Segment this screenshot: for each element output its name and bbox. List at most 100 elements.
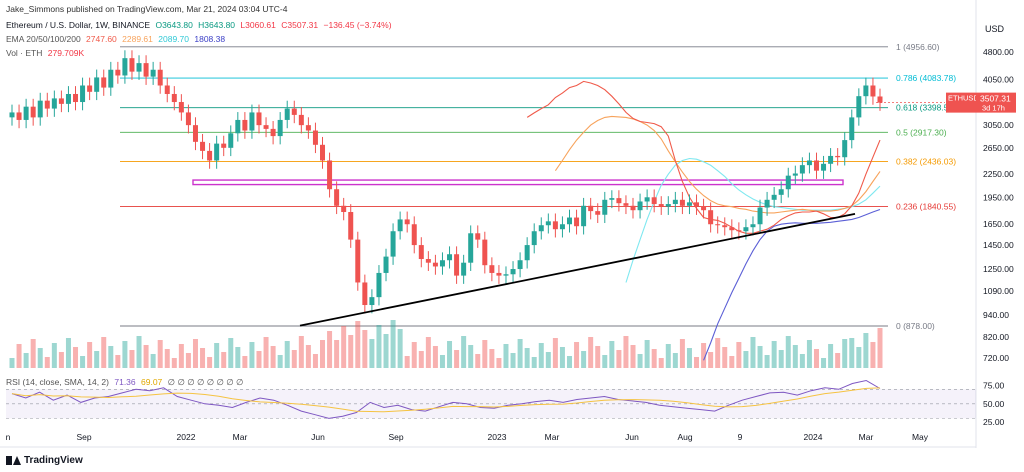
candle-body [609, 198, 615, 200]
volume-bar [397, 329, 403, 368]
last-price-tag-bg [946, 92, 976, 113]
candle-body [305, 125, 311, 131]
volume-legend[interactable]: Vol · ETH 279.709K [6, 48, 87, 58]
rsi-sma-value: 69.07 [141, 377, 163, 387]
currency-label[interactable]: USD [985, 24, 1005, 34]
volume-bar [129, 350, 135, 368]
volume-bar [136, 336, 142, 368]
volume-bar [595, 346, 601, 368]
candle-body [503, 274, 509, 276]
volume-bar [242, 356, 248, 368]
candle-body [764, 199, 770, 208]
candle-body [517, 260, 523, 270]
volume-bar [94, 351, 100, 368]
y-tick-label: 1650.00 [983, 219, 1014, 229]
rsi-extra-values: ∅ ∅ ∅ ∅ ∅ ∅ ∅ ∅ [167, 377, 244, 387]
volume-bar [355, 321, 361, 368]
volume-bar [108, 346, 114, 368]
ema-label: EMA 20/50/100/200 [6, 34, 81, 44]
rsi-value: 71.36 [114, 377, 136, 387]
candle-body [284, 108, 290, 120]
volume-bar [658, 358, 664, 368]
candle-body [16, 112, 22, 120]
volume-bar [764, 355, 770, 368]
candle-body [348, 212, 354, 240]
last-price-value-bg [976, 92, 1016, 113]
candle-body [538, 225, 544, 232]
candle-body [418, 245, 424, 260]
volume-bar [566, 356, 572, 368]
volume-bar [644, 340, 650, 368]
volume-bar [277, 355, 283, 368]
fib-level-label: 0.786 (4083.78) [896, 73, 956, 83]
candle-body [242, 119, 248, 131]
volume-bar [249, 342, 255, 368]
volume-bar [799, 354, 805, 368]
candle-body [249, 112, 255, 131]
volume-bar [404, 356, 410, 368]
volume-bar [221, 352, 227, 368]
x-tick-label: Mar [545, 432, 560, 442]
candle-body [185, 112, 191, 126]
rsi-legend[interactable]: RSI (14, close, SMA, 14, 2) 71.36 69.07 … [6, 377, 246, 388]
candle-body [729, 227, 735, 231]
fib-level-label: 0.382 (2436.03) [896, 156, 956, 166]
ema100-line [625, 157, 881, 283]
candle-body [9, 112, 15, 118]
candle-body [792, 173, 798, 176]
candle-body [806, 160, 812, 166]
volume-bar [312, 354, 318, 368]
volume-bar [270, 346, 276, 368]
volume-bar [715, 338, 721, 368]
volume-bar [305, 345, 311, 368]
x-tick-label: 2024 [804, 432, 823, 442]
rsi-tick-label: 75.00 [983, 381, 1005, 391]
volume-bar [143, 345, 149, 368]
volume-bar [679, 339, 685, 368]
x-tick-label: Aug [677, 432, 692, 442]
candle-body [785, 175, 791, 190]
candle-body [256, 112, 262, 126]
candle-body [813, 160, 819, 171]
volume-bar [708, 352, 714, 368]
volume-bar [185, 353, 191, 368]
y-tick-label: 820.00 [983, 332, 1009, 342]
volume-bar [651, 349, 657, 368]
candle-body [136, 63, 142, 72]
ema-legend[interactable]: EMA 20/50/100/200 2747.60 2289.61 2089.7… [6, 34, 228, 44]
candle-body [327, 160, 333, 190]
volume-bar [376, 325, 382, 368]
volume-bar [623, 336, 629, 368]
candle-body [44, 100, 50, 109]
volume-bar [235, 347, 241, 368]
volume-bar [348, 335, 354, 368]
fib-level-label: 0.236 (1840.55) [896, 202, 956, 212]
candle-body [108, 69, 114, 88]
volume-bar [256, 351, 262, 368]
volume-bar [588, 337, 594, 368]
candle-body [404, 219, 410, 225]
candle-body [369, 297, 375, 306]
candle-body [129, 58, 135, 72]
volume-bar [863, 333, 869, 368]
volume-bar [461, 336, 467, 368]
candle-body [390, 231, 396, 257]
candle-body [686, 202, 692, 206]
ema50-line [554, 115, 881, 214]
ohlc-open: O3643.80 [155, 20, 193, 30]
candle-body [355, 239, 361, 283]
candle-body [263, 125, 269, 129]
candle-body [778, 189, 784, 195]
volume-bar [164, 349, 170, 368]
candle-body [799, 165, 805, 174]
volume-bar [80, 356, 86, 368]
candle-body [835, 155, 841, 158]
candle-body [207, 150, 213, 161]
ohlc-high: H3643.80 [198, 20, 236, 30]
volume-bar [425, 337, 431, 368]
candle-body [164, 85, 170, 94]
ohlc-change: −136.45 (−3.74%) [323, 20, 392, 30]
tradingview-brand[interactable]: TradingView [6, 455, 83, 466]
candle-body [644, 197, 650, 202]
